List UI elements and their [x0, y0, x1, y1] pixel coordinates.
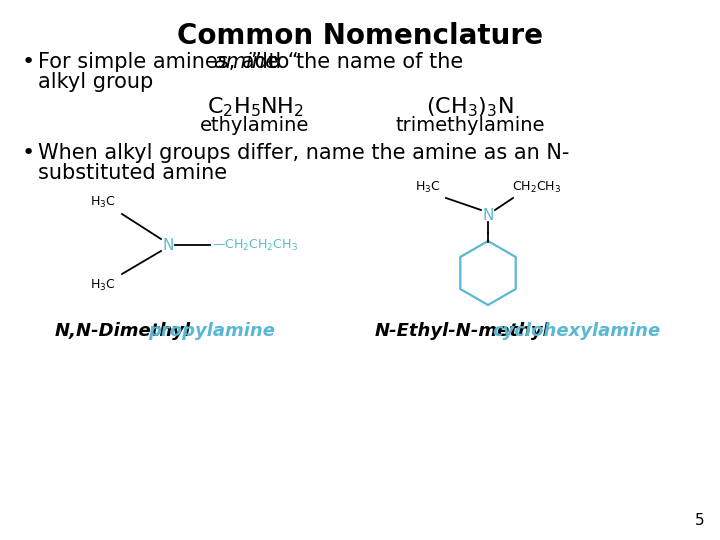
Text: N: N	[482, 207, 494, 222]
Text: 5: 5	[696, 513, 705, 528]
Text: •: •	[22, 52, 35, 72]
Text: —CH$_2$CH$_2$CH$_3$: —CH$_2$CH$_2$CH$_3$	[212, 238, 298, 253]
Text: trimethylamine: trimethylamine	[395, 116, 545, 135]
Text: N: N	[162, 238, 174, 253]
Text: amine: amine	[213, 52, 278, 72]
Text: •: •	[22, 143, 35, 163]
Text: N,N-Dimethyl: N,N-Dimethyl	[55, 322, 191, 340]
Text: When alkyl groups differ, name the amine as an N-: When alkyl groups differ, name the amine…	[38, 143, 570, 163]
Text: cyclohexylamine: cyclohexylamine	[492, 322, 660, 340]
Text: propylamine: propylamine	[148, 322, 275, 340]
Text: H$_3$C: H$_3$C	[90, 195, 116, 210]
Text: H$_3$C: H$_3$C	[90, 278, 116, 293]
Text: substituted amine: substituted amine	[38, 163, 227, 183]
Text: N-Ethyl-N-methyl: N-Ethyl-N-methyl	[375, 322, 550, 340]
Text: H$_3$C: H$_3$C	[415, 180, 441, 195]
Text: Common Nomenclature: Common Nomenclature	[177, 22, 543, 50]
Text: ethylamine: ethylamine	[200, 116, 310, 135]
Text: (CH$_3$)$_3$N: (CH$_3$)$_3$N	[426, 95, 514, 119]
Text: For simple amines, add “: For simple amines, add “	[38, 52, 299, 72]
Text: CH$_2$CH$_3$: CH$_2$CH$_3$	[512, 180, 562, 195]
Text: alkyl group: alkyl group	[38, 72, 153, 92]
Text: ” to the name of the: ” to the name of the	[251, 52, 463, 72]
Text: C$_2$H$_5$NH$_2$: C$_2$H$_5$NH$_2$	[207, 95, 303, 119]
